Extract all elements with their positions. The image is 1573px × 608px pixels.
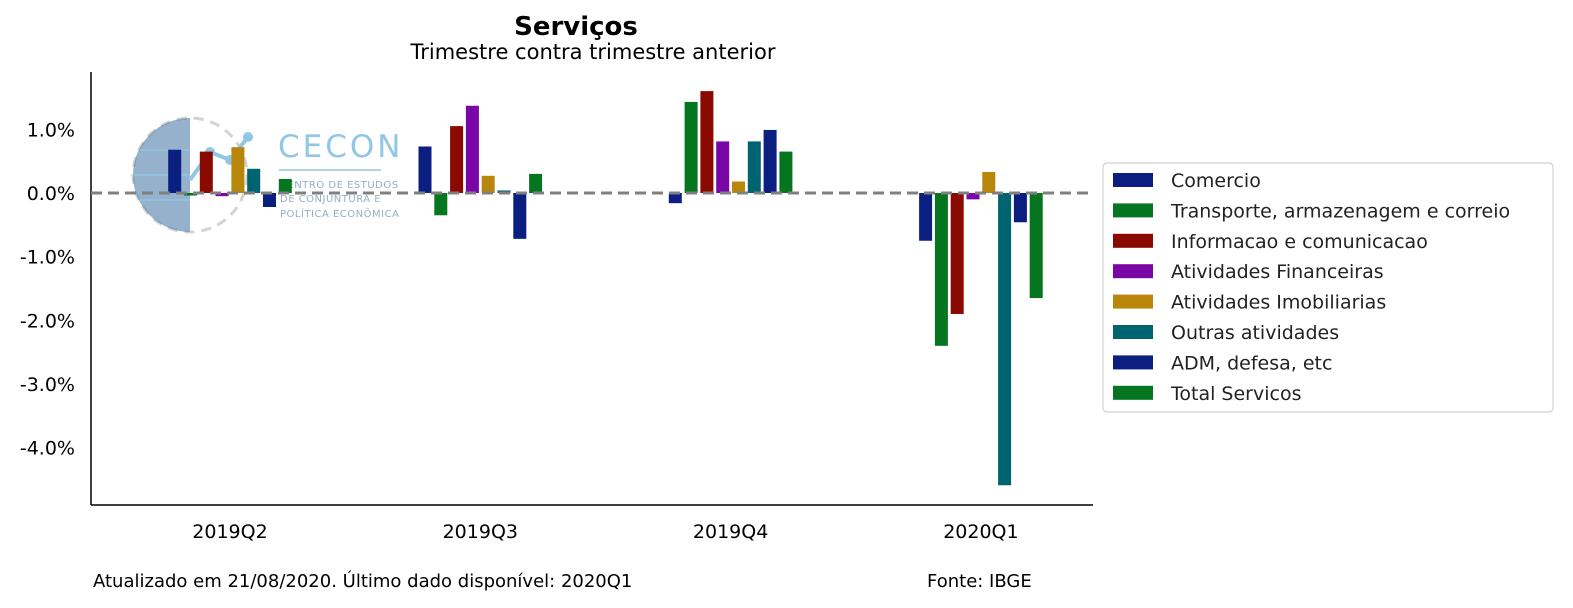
bar-atividades-financeiras-2019Q3 [465,105,479,193]
y-tick-label: 1.0% [27,119,75,141]
bar-atividades-financeiras-2019Q2 [215,192,229,197]
legend-swatch [1113,233,1153,248]
bar-total-servicos-2020Q1 [1029,192,1043,299]
bar-informacao-e-comunicacao-2019Q4 [700,91,714,193]
logo-line-1: CENTRO DE ESTUDOS [280,180,399,191]
legend-swatch [1113,203,1153,218]
legend-box [1102,162,1554,413]
y-tick-label: -1.0% [20,247,75,269]
legend-label: Atividades Financeiras [1171,261,1384,283]
legend-label: Outras atividades [1171,322,1339,344]
legend-swatch [1113,355,1153,370]
y-tick-label: -2.0% [20,310,75,332]
bar-atividades-financeiras-2020Q1 [966,192,980,200]
bar-informacao-e-comunicacao-2019Q3 [450,126,464,193]
y-tick-label: -4.0% [20,438,75,460]
x-tick-label: 2019Q3 [443,521,518,543]
logo-line-2: DE CONJUNTURA E [280,194,381,205]
logo-wordmark: CECON [278,129,403,165]
bar-informacao-e-comunicacao-2019Q2 [199,151,213,193]
cecon-logo: CECON CENTRO DE ESTUDOS DE CONJUNTURA E … [131,116,403,234]
y-axis: 1.0% 0.0% -1.0% -2.0% -3.0% -4.0% [20,119,75,459]
bar-total-servicos-2019Q2 [278,178,292,193]
legend-label: Transporte, armazenagem e correio [1170,200,1510,222]
x-tick-label: 2019Q4 [693,521,768,543]
bar-adm-defesa-etc-2019Q4 [763,129,777,193]
bar-atividades-imobiliarias-2020Q1 [982,171,996,193]
x-tick-label: 2019Q2 [192,521,267,543]
bar-outras-atividades-2020Q1 [998,192,1012,486]
bar-outras-atividades-2019Q2 [247,168,261,193]
legend-swatch [1113,264,1153,279]
x-tick-label: 2020Q1 [943,521,1018,543]
bar-comercio-2019Q2 [168,149,182,193]
bar-outras-atividades-2019Q4 [747,141,761,193]
bar-atividades-imobiliarias-2019Q2 [231,147,245,193]
bar-adm-defesa-etc-2019Q3 [513,192,527,239]
bar-comercio-2019Q3 [418,146,432,193]
bar-total-servicos-2019Q3 [529,173,543,193]
footer-source: Fonte: IBGE [927,571,1032,592]
bar-atividades-imobiliarias-2019Q3 [481,175,495,193]
y-tick-label: -3.0% [20,374,75,396]
footer-updated: Atualizado em 21/08/2020. Último dado di… [93,570,632,592]
legend-swatch [1113,294,1153,309]
x-axis: 2019Q2 2019Q3 2019Q4 2020Q1 [192,521,1018,543]
bar-atividades-financeiras-2019Q4 [716,141,730,193]
bar-transporte-armazenagem-e-correio-2019Q2 [184,192,197,196]
bar-comercio-2020Q1 [919,192,933,241]
legend-swatch [1113,385,1153,400]
legend-label: Atividades Imobiliarias [1171,292,1386,314]
legend-swatch [1113,173,1153,187]
y-tick-label: 0.0% [27,183,75,205]
bar-transporte-armazenagem-e-correio-2020Q1 [934,192,948,346]
bar-total-servicos-2019Q4 [779,151,793,193]
bar-comercio-2019Q4 [668,192,682,204]
bar-adm-defesa-etc-2019Q2 [263,192,276,207]
logo-line-3: POLÍTICA ECONÔMICA [280,207,399,220]
bar-transporte-armazenagem-e-correio-2019Q4 [684,101,698,193]
legend-label: Informacao e comunicacao [1171,231,1428,253]
legend: Comercio Transporte, armazenagem e correi… [1102,162,1554,413]
bar-atividades-imobiliarias-2019Q4 [732,181,745,193]
bar-transporte-armazenagem-e-correio-2019Q3 [434,192,448,216]
legend-label: ADM, defesa, etc [1171,352,1332,374]
bars-group [168,91,1043,486]
legend-swatch [1113,325,1153,339]
chart-subtitle: Trimestre contra trimestre anterior [410,40,776,64]
legend-label: Comercio [1171,170,1261,192]
legend-label: Total Servicos [1170,383,1301,405]
bar-adm-defesa-etc-2020Q1 [1013,192,1027,223]
chart-title: Serviços [514,12,638,42]
bar-informacao-e-comunicacao-2020Q1 [950,192,964,314]
